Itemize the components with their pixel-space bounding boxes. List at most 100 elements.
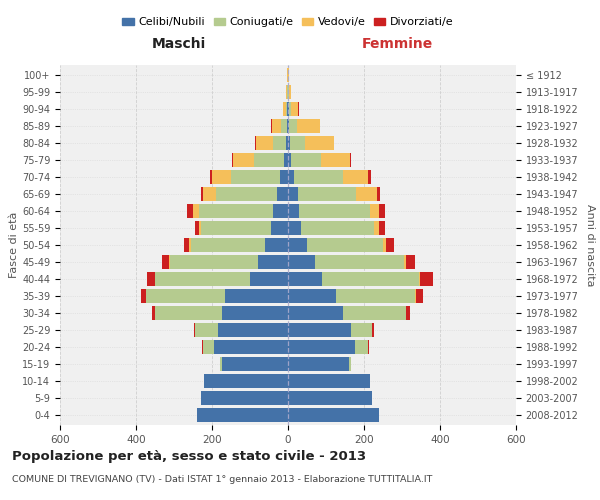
Bar: [210, 170, 212, 184]
Bar: [214, 340, 288, 354]
Bar: [288, 323, 350, 337]
Bar: [314, 255, 404, 269]
Bar: [146, 289, 226, 303]
Bar: [291, 153, 322, 167]
Bar: [307, 238, 383, 252]
Bar: [301, 221, 373, 235]
Bar: [189, 238, 191, 252]
Bar: [200, 221, 271, 235]
Bar: [152, 306, 155, 320]
Bar: [379, 221, 385, 235]
Bar: [288, 153, 291, 167]
Bar: [205, 374, 288, 388]
Bar: [288, 238, 307, 252]
Bar: [350, 153, 351, 167]
Legend: Celibi/Nubili, Coniugati/e, Vedovi/e, Divorziati/e: Celibi/Nubili, Coniugati/e, Vedovi/e, Di…: [118, 13, 458, 32]
Bar: [193, 204, 199, 218]
Bar: [298, 187, 356, 201]
Bar: [297, 119, 320, 133]
Bar: [170, 255, 257, 269]
Bar: [221, 306, 288, 320]
Bar: [232, 153, 233, 167]
Bar: [231, 170, 280, 184]
Bar: [288, 391, 371, 405]
Bar: [288, 221, 301, 235]
Bar: [288, 255, 314, 269]
Bar: [350, 323, 371, 337]
Bar: [420, 272, 433, 286]
Bar: [288, 170, 294, 184]
Bar: [379, 204, 385, 218]
Bar: [199, 204, 273, 218]
Y-axis label: Anni di nascita: Anni di nascita: [585, 204, 595, 286]
Bar: [257, 255, 288, 269]
Bar: [289, 85, 290, 99]
Bar: [305, 136, 334, 150]
Bar: [184, 238, 189, 252]
Bar: [419, 272, 420, 286]
Bar: [343, 306, 406, 320]
Bar: [199, 221, 200, 235]
Bar: [265, 238, 288, 252]
Bar: [286, 136, 288, 150]
Bar: [169, 255, 170, 269]
Bar: [288, 136, 290, 150]
Bar: [287, 102, 288, 116]
Bar: [187, 204, 193, 218]
Bar: [289, 119, 297, 133]
Bar: [288, 408, 379, 422]
Bar: [288, 102, 289, 116]
Y-axis label: Fasce di età: Fasce di età: [9, 212, 19, 278]
Bar: [290, 136, 305, 150]
Bar: [221, 357, 288, 371]
Bar: [288, 289, 335, 303]
Bar: [191, 238, 265, 252]
Bar: [289, 102, 290, 116]
Bar: [212, 170, 231, 184]
Bar: [370, 204, 379, 218]
Bar: [195, 323, 218, 337]
Bar: [147, 272, 155, 286]
Bar: [349, 357, 350, 371]
Text: COMUNE DI TREVIGNANO (TV) - Dati ISTAT 1° gennaio 2013 - Elaborazione TUTTITALIA: COMUNE DI TREVIGNANO (TV) - Dati ISTAT 1…: [12, 475, 433, 484]
Bar: [273, 204, 288, 218]
Bar: [272, 119, 281, 133]
Bar: [284, 153, 288, 167]
Bar: [280, 170, 288, 184]
Bar: [203, 340, 214, 354]
Bar: [288, 374, 370, 388]
Bar: [203, 187, 216, 201]
Bar: [299, 204, 370, 218]
Bar: [287, 119, 288, 133]
Bar: [200, 391, 288, 405]
Bar: [335, 289, 415, 303]
Bar: [283, 102, 286, 116]
Bar: [162, 255, 169, 269]
Bar: [322, 272, 419, 286]
Bar: [371, 323, 373, 337]
Bar: [194, 323, 195, 337]
Bar: [202, 340, 203, 354]
Bar: [322, 153, 350, 167]
Bar: [368, 170, 371, 184]
Bar: [233, 153, 254, 167]
Bar: [200, 187, 203, 201]
Bar: [141, 289, 146, 303]
Bar: [220, 357, 221, 371]
Bar: [216, 187, 277, 201]
Bar: [288, 204, 299, 218]
Text: Femmine: Femmine: [362, 36, 433, 51]
Bar: [404, 255, 406, 269]
Bar: [288, 340, 355, 354]
Bar: [218, 323, 288, 337]
Bar: [273, 136, 286, 150]
Bar: [155, 272, 250, 286]
Bar: [286, 102, 287, 116]
Bar: [288, 272, 322, 286]
Bar: [155, 306, 221, 320]
Text: Maschi: Maschi: [151, 36, 206, 51]
Bar: [377, 187, 380, 201]
Bar: [383, 238, 386, 252]
Bar: [406, 306, 410, 320]
Bar: [254, 153, 284, 167]
